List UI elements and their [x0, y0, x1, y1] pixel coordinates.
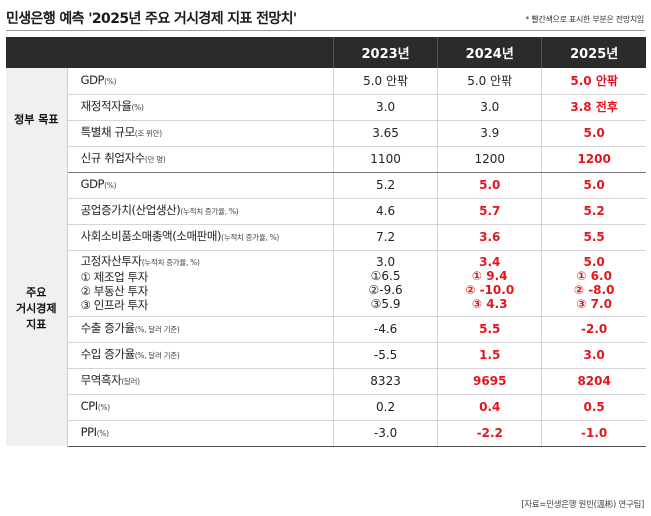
- row-label: 무역흑자(달러): [67, 368, 334, 395]
- cell-2024: 3.6: [437, 224, 542, 251]
- group-label-gov: 정부 목표: [6, 68, 68, 172]
- cell-2023: 8323: [332, 368, 438, 395]
- row-label: 공업증가치(산업생산)(누적치 증가율, %): [67, 198, 334, 225]
- table-row: 특별채 규모(조 위안) 3.65 3.9 5.0: [6, 120, 646, 147]
- cell-2023: -3.0: [332, 420, 438, 447]
- cell-2024: -2.2: [437, 420, 542, 447]
- table-row: 수출 증가율(%, 달러 기준) -4.6 5.5 -2.0: [6, 316, 646, 343]
- cell-2024: 3.9: [437, 120, 542, 147]
- header-row: 2023년 2024년 2025년: [6, 37, 646, 68]
- table-row: 무역흑자(달러) 8323 9695 8204: [6, 368, 646, 395]
- row-label: 수출 증가율(%, 달러 기준): [67, 316, 334, 343]
- forecast-table: 2023년 2024년 2025년 정부 목표 GDP(%) 5.0 안팎 5.…: [6, 37, 646, 447]
- cell-2025: 5.0 안팎: [541, 68, 646, 95]
- cell-2024: 5.0 안팎: [437, 68, 542, 95]
- cell-2025: 5.0: [541, 172, 646, 199]
- cell-2024: 1200: [437, 146, 542, 173]
- cell-2023: 5.2: [332, 172, 438, 199]
- cell-2025: -1.0: [541, 420, 646, 447]
- table-row: 재정적자율(%) 3.0 3.0 3.8 전후: [6, 94, 646, 121]
- table-row: 수입 증가율(%, 달러 기준) -5.5 1.5 3.0: [6, 342, 646, 369]
- row-label: PPI(%): [67, 420, 334, 447]
- row-label: GDP(%): [67, 172, 334, 199]
- table-row: 사회소비품소매총액(소매판매)(누적치 증가율, %) 7.2 3.6 5.5: [6, 224, 646, 251]
- row-label: CPI(%): [67, 394, 334, 421]
- table-row: 정부 목표 GDP(%) 5.0 안팎 5.0 안팎 5.0 안팎: [6, 68, 646, 172]
- row-label: GDP(%): [67, 68, 334, 95]
- cell-2024: 5.7: [437, 198, 542, 225]
- row-label: 특별채 규모(조 위안): [67, 120, 334, 147]
- cell-2025: 5.0 ① 6.0 ② -8.0 ③ 7.0: [541, 250, 646, 317]
- table-row: 주요 거시경제 지표 GDP(%) 5.2 5.0 5.0: [6, 172, 646, 446]
- row-label: 사회소비품소매총액(소매판매)(누적치 증가율, %): [67, 224, 334, 251]
- cell-2023: 7.2: [332, 224, 438, 251]
- cell-2023: 3.65: [332, 120, 438, 147]
- header-year-2023: 2023년: [332, 37, 438, 68]
- cell-2023: -4.6: [332, 316, 438, 343]
- row-label: 신규 취업자수(만 명): [67, 146, 334, 173]
- row-label: 수입 증가율(%, 달러 기준): [67, 342, 334, 369]
- row-label-investment: 고정자산투자(누적치 증가율, %) ① 제조업 투자 ② 부동산 투자 ③ 인…: [67, 250, 334, 317]
- cell-2025: 3.0: [541, 342, 646, 369]
- forecast-note: * 빨간색으로 표시한 부분은 전망치임: [525, 15, 644, 24]
- cell-2024: 5.0: [437, 172, 542, 199]
- source-credit: [자료=민생은행 원빈(溫彬) 연구팀]: [521, 500, 644, 510]
- cell-2025: 3.8 전후: [541, 94, 646, 121]
- cell-2025: 5.5: [541, 224, 646, 251]
- header-year-2024: 2024년: [437, 37, 542, 68]
- cell-2025: 0.5: [541, 394, 646, 421]
- cell-2024: 1.5: [437, 342, 542, 369]
- table-row: 공업증가치(산업생산)(누적치 증가율, %) 4.6 5.7 5.2: [6, 198, 646, 225]
- header-year-2025: 2025년: [541, 37, 646, 68]
- table-row-investment: 고정자산투자(누적치 증가율, %) ① 제조업 투자 ② 부동산 투자 ③ 인…: [6, 250, 646, 317]
- table-row: CPI(%) 0.2 0.4 0.5: [6, 394, 646, 421]
- cell-2024: 3.4 ① 9.4 ② -10.0 ③ 4.3: [437, 250, 542, 317]
- table-row: PPI(%) -3.0 -2.2 -1.0: [6, 420, 646, 447]
- cell-2024: 9695: [437, 368, 542, 395]
- cell-2023: 3.0: [332, 94, 438, 121]
- cell-2025: 5.2: [541, 198, 646, 225]
- group-label-macro: 주요 거시경제 지표: [6, 172, 68, 446]
- cell-2024: 5.5: [437, 316, 542, 343]
- cell-2025: 8204: [541, 368, 646, 395]
- table-row: 신규 취업자수(만 명) 1100 1200 1200: [6, 146, 646, 173]
- cell-2023: -5.5: [332, 342, 438, 369]
- cell-2023: 3.0 ①6.5 ②-9.6 ③5.9: [332, 250, 438, 317]
- title-divider: [6, 30, 645, 31]
- cell-2024: 0.4: [437, 394, 542, 421]
- header-blank: [6, 37, 334, 68]
- cell-2025: 5.0: [541, 120, 646, 147]
- cell-2025: -2.0: [541, 316, 646, 343]
- cell-2024: 3.0: [437, 94, 542, 121]
- cell-2023: 0.2: [332, 394, 438, 421]
- cell-2023: 5.0 안팎: [332, 68, 438, 95]
- row-label: 재정적자율(%): [67, 94, 334, 121]
- cell-2023: 4.6: [332, 198, 438, 225]
- cell-2025: 1200: [541, 146, 646, 173]
- page-title: 민생은행 예측 '2025년 주요 거시경제 지표 전망치': [6, 11, 297, 27]
- cell-2023: 1100: [332, 146, 438, 173]
